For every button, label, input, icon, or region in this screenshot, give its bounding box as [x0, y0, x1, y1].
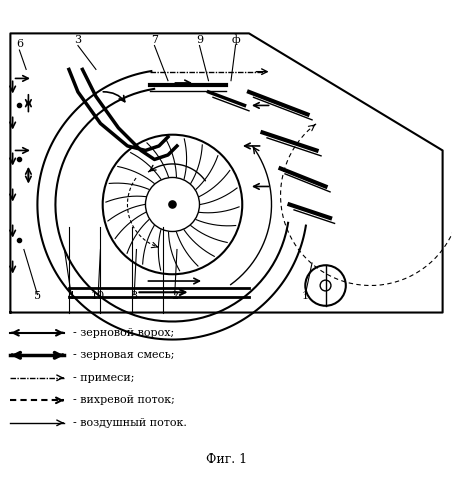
Text: - примеси;: - примеси; [73, 373, 135, 383]
Text: 8: 8 [130, 291, 138, 301]
Text: 5: 5 [34, 291, 41, 301]
Text: 1: 1 [302, 291, 309, 301]
Text: ф: ф [231, 34, 240, 44]
Text: 9: 9 [196, 34, 203, 44]
Text: 4: 4 [67, 291, 75, 301]
Text: - зерновой ворох;: - зерновой ворох; [73, 328, 175, 338]
Text: 6: 6 [16, 39, 23, 49]
Text: - вихревой поток;: - вихревой поток; [73, 395, 175, 405]
Text: 10: 10 [91, 291, 105, 301]
Text: 2: 2 [171, 291, 178, 301]
Text: - воздушный поток.: - воздушный поток. [73, 418, 187, 428]
Text: 3: 3 [74, 34, 82, 44]
Text: - зерновая смесь;: - зерновая смесь; [73, 350, 175, 360]
Text: 7: 7 [151, 34, 158, 44]
Circle shape [169, 201, 176, 208]
Text: Фиг. 1: Фиг. 1 [206, 453, 247, 466]
